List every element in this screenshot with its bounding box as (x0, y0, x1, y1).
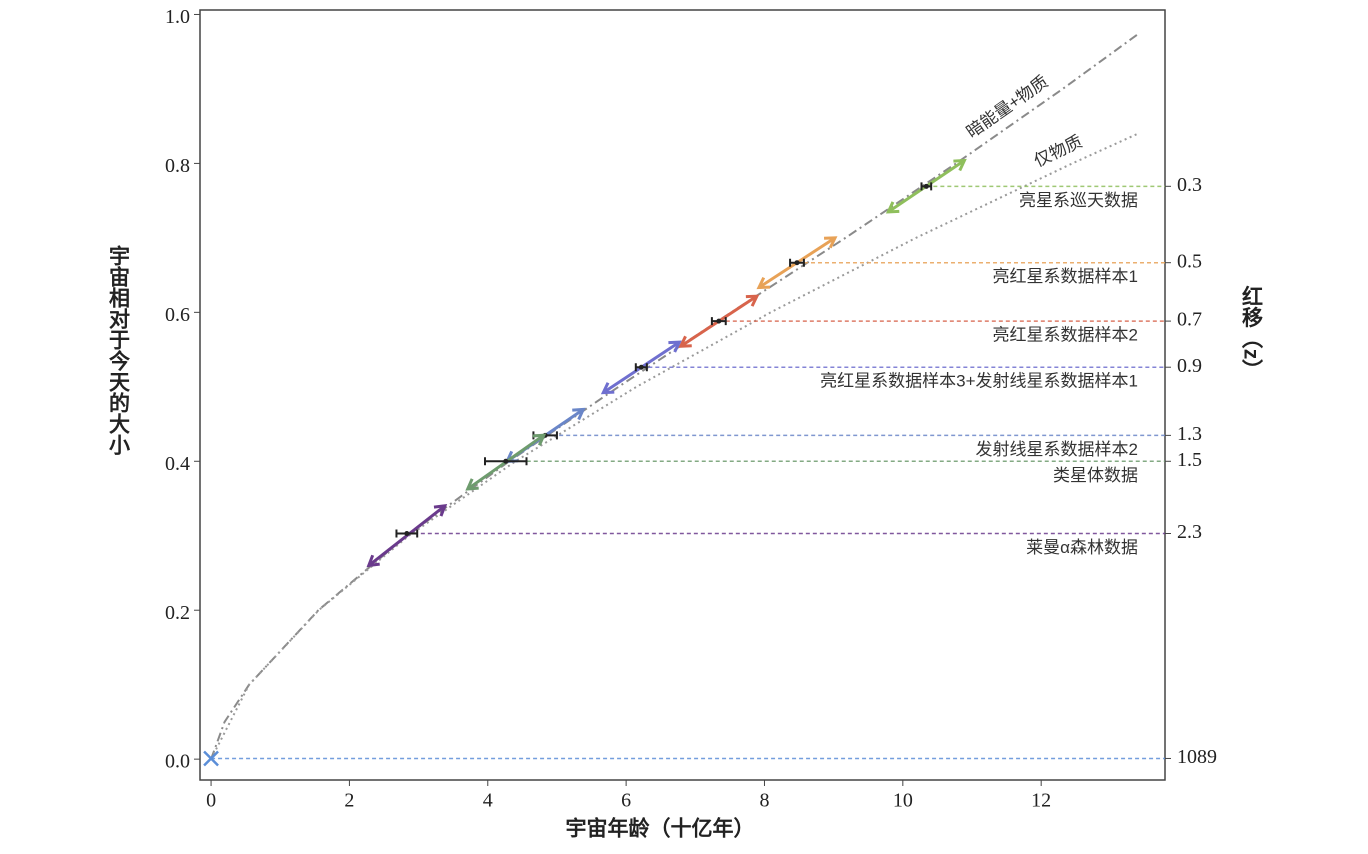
y2-tick-label: 0.5 (1177, 250, 1202, 272)
sample-point (794, 260, 800, 266)
sample-label: 亮红星系数据样本1 (993, 267, 1138, 286)
y2-tick-label: 2.3 (1177, 521, 1202, 543)
arrow-head (745, 294, 760, 307)
curve (210, 32, 1140, 760)
y-tick-label: 0.0 (165, 751, 190, 773)
x-tick-label: 6 (621, 790, 631, 812)
y2-tick-label: 0.3 (1177, 174, 1202, 196)
plot-frame (199, 9, 1166, 781)
arrow-head (823, 236, 838, 249)
x-tick-label: 2 (344, 790, 354, 812)
arrow-head (668, 340, 682, 353)
y-tick-label: 0.6 (165, 304, 190, 326)
y-axis-title: 宇宙相对于今天的大小 (106, 244, 130, 456)
sample-label: 亮红星系数据样本3+发射线星系数据样本1 (820, 372, 1138, 391)
curve-label: 仅物质 (1031, 132, 1085, 171)
x-tick-label: 4 (483, 790, 493, 812)
arrow-head (756, 276, 770, 290)
arrow-head (678, 335, 692, 348)
y-tick-label: 0.8 (165, 155, 190, 177)
x-tick-label: 12 (1031, 790, 1051, 812)
y2-tick-label: 0.7 (1177, 309, 1202, 331)
sample-label: 亮红星系数据样本2 (993, 326, 1138, 345)
sample-label: 发射线星系数据样本2 (976, 440, 1138, 459)
arrow-head (433, 504, 448, 517)
sample-point (404, 530, 410, 536)
y2-tick-label: 1.5 (1177, 449, 1202, 471)
arrow-head (600, 382, 615, 395)
arrow-head (465, 478, 479, 491)
sample-label: 莱曼α森林数据 (1026, 538, 1138, 557)
sample-point (716, 318, 722, 324)
sample-label: 类星体数据 (1053, 466, 1138, 485)
arrow-head (532, 433, 547, 446)
arrow-head (885, 201, 900, 214)
arrow-head (366, 554, 380, 568)
y2-axis-title: 红移（z） (1239, 285, 1263, 380)
sample-point (503, 458, 509, 464)
x-axis-title: 宇宙年龄（十亿年） (566, 817, 755, 841)
x-tick-label: 10 (893, 790, 913, 812)
x-tick-label: 0 (206, 790, 216, 812)
y2-tick-label: 1.3 (1177, 423, 1202, 445)
x-tick-label: 8 (759, 790, 769, 812)
y-tick-label: 1.0 (165, 6, 190, 28)
y-tick-label: 0.2 (165, 602, 190, 624)
sample-point (203, 750, 219, 767)
sample-label: 亮星系巡天数据 (1019, 191, 1138, 210)
arrow-head (953, 158, 967, 172)
sample-point (638, 364, 644, 370)
arrow-head (572, 407, 586, 421)
y2-tick-label: 0.9 (1177, 355, 1202, 377)
y-tick-label: 0.4 (165, 453, 190, 475)
sample-point (923, 183, 929, 189)
y2-tick-label: 1089 (1177, 746, 1217, 768)
